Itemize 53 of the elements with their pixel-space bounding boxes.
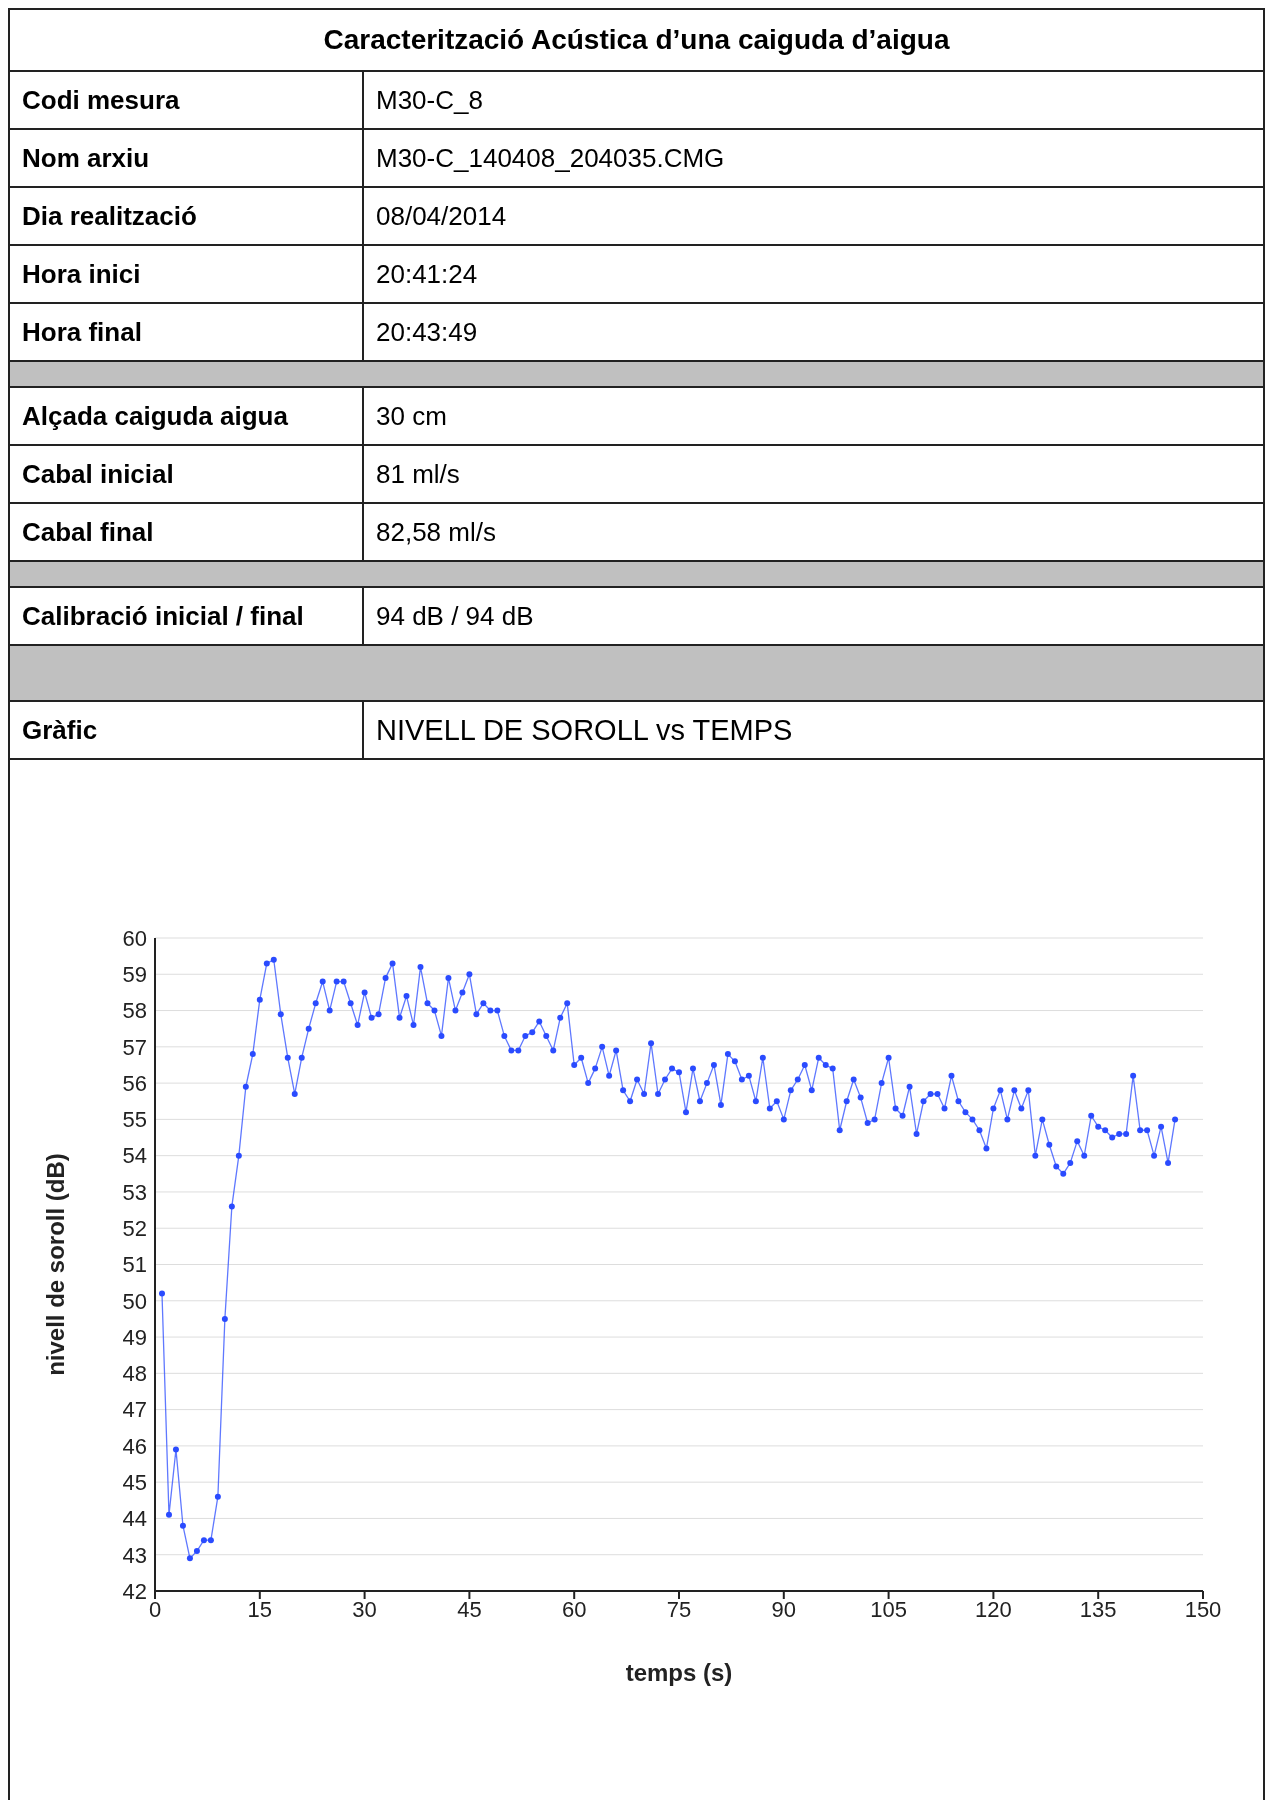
x-axis-title: temps (s) (625, 1659, 733, 1686)
chart-title: Caracterització Acústica d’una caiguda d’aigua (10, 10, 1263, 72)
y-tick-label: 56 (122, 1070, 147, 1096)
text: M30-C_140408_204035.CMG (375, 141, 726, 175)
x-tick-label: 45 (457, 1596, 482, 1622)
text: Dia realització (10, 188, 364, 244)
text: Hora inici (10, 246, 364, 302)
y-tick-label: 47 (122, 1397, 147, 1423)
text: 30 cm (375, 399, 448, 433)
text: 94 dB / 94 dB (375, 599, 535, 633)
text: Nom arxiu (10, 130, 364, 186)
y-tick-label: 55 (122, 1107, 147, 1133)
y-axis-title: nivell de soroll (dB) (41, 1153, 69, 1376)
text: Codi mesura (10, 72, 364, 128)
y-tick-label: 44 (122, 1506, 147, 1532)
text: 20:43:49 (375, 315, 479, 349)
y-tick-label: 42 (122, 1578, 147, 1604)
x-tick-label: 0 (148, 1596, 162, 1622)
y-tick-label: 59 (122, 962, 147, 988)
text: M30-C_8 (375, 83, 484, 117)
text: NIVELL DE SOROLL vs TEMPS (375, 712, 794, 748)
text: Alçada caiguda aigua (10, 388, 364, 444)
y-tick-label: 48 (122, 1361, 147, 1387)
x-tick-label: 30 (352, 1596, 377, 1622)
x-tick-label: 60 (561, 1596, 587, 1622)
y-tick-label: 46 (122, 1433, 147, 1459)
y-tick-label: 52 (122, 1216, 147, 1242)
x-tick-label: 15 (247, 1596, 273, 1622)
y-tick-label: 50 (122, 1288, 147, 1314)
x-tick-label: 105 (870, 1596, 907, 1622)
y-tick-label: 43 (122, 1542, 147, 1568)
x-tick-label: 120 (975, 1596, 1012, 1622)
y-tick-label: 51 (122, 1252, 147, 1278)
text: Hora final (10, 304, 364, 360)
text: 08/04/2014 (375, 199, 508, 233)
y-tick-label: 45 (122, 1469, 147, 1495)
x-tick-label: 150 (1184, 1596, 1222, 1622)
y-tick-label: 54 (122, 1143, 147, 1169)
text: 81 ml/s (375, 457, 461, 491)
y-tick-label: 58 (122, 998, 147, 1024)
y-tick-label: 53 (122, 1179, 147, 1205)
x-tick-label: 75 (666, 1596, 692, 1622)
text: 20:41:24 (375, 257, 479, 291)
text: Gràfic (10, 702, 364, 758)
text: Calibració inicial / final (10, 588, 364, 644)
x-tick-label: 90 (771, 1596, 797, 1622)
x-tick-label: 135 (1079, 1596, 1117, 1622)
y-tick-label: 57 (122, 1034, 147, 1060)
text: Cabal inicial (10, 446, 364, 502)
text: 82,58 ml/s (375, 515, 497, 549)
text: Cabal final (10, 504, 364, 560)
y-tick-label: 60 (122, 925, 147, 951)
y-tick-label: 49 (122, 1324, 147, 1350)
